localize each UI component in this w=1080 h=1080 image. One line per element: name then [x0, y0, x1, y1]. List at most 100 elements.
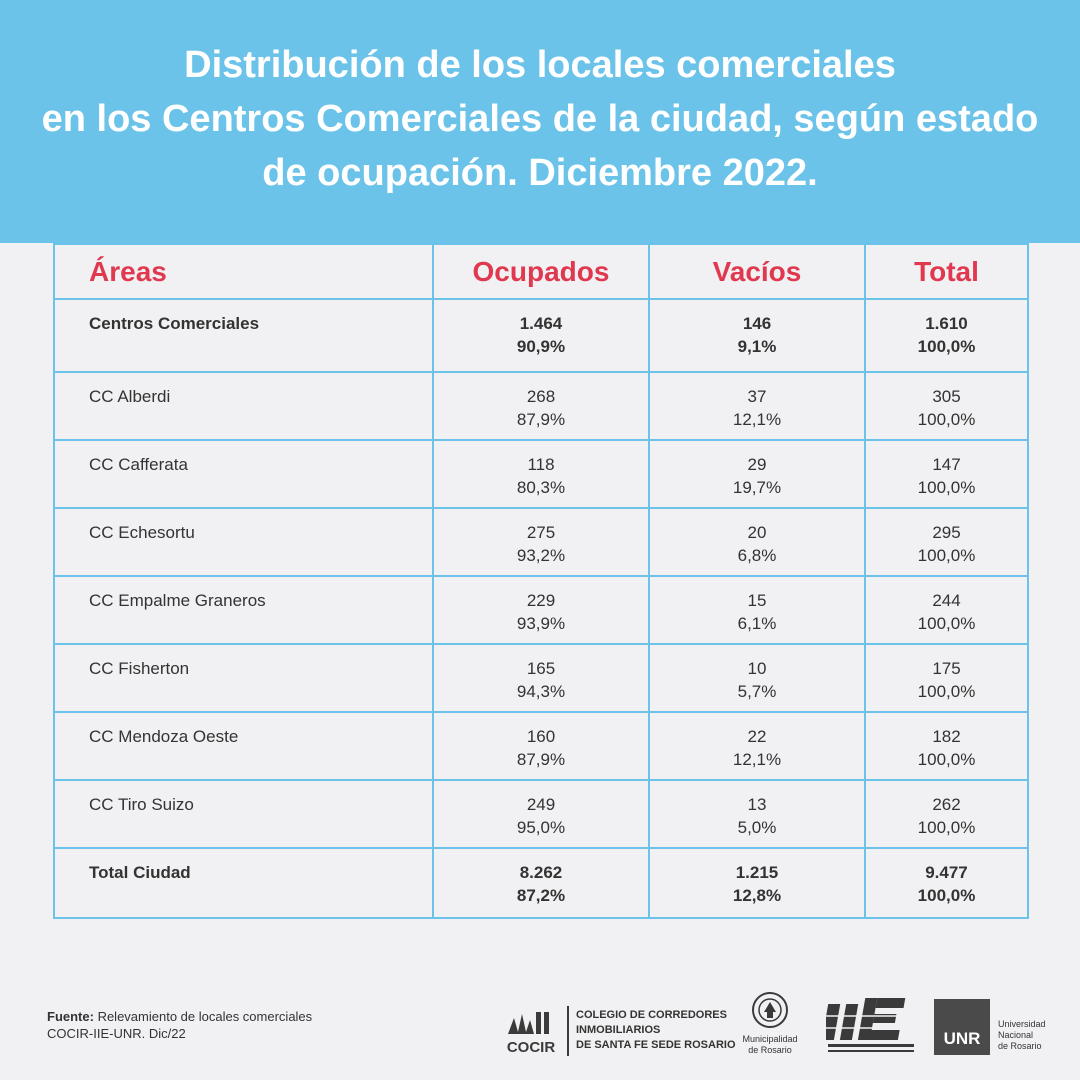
vacios-count: 13 — [747, 795, 767, 814]
area-name: CC Fisherton — [53, 643, 434, 713]
table-row: CC Alberdi 268 87,9% 37 12,1% 305 100,0% — [53, 371, 1029, 441]
ocupados-count: 275 — [526, 523, 556, 542]
vacios-count: 20 — [747, 523, 767, 542]
vacios-cell: 13 5,0% — [648, 779, 866, 849]
vacios-cell: 10 5,7% — [648, 643, 866, 713]
total-percent: 100,0% — [917, 410, 976, 429]
total-cell: 262 100,0% — [864, 779, 1029, 849]
ocupados-cell: 249 95,0% — [432, 779, 650, 849]
ocupados-percent: 87,9% — [516, 750, 566, 769]
ocupados-cell: 229 93,9% — [432, 575, 650, 645]
municipal-seal-icon — [752, 992, 788, 1028]
area-name: CC Tiro Suizo — [53, 779, 434, 849]
area-name: CC Empalme Graneros — [53, 575, 434, 645]
title-line-1: Distribución de los locales comerciales — [184, 43, 896, 86]
vacios-percent: 12,8% — [732, 886, 782, 905]
area-name: Centros Comerciales — [53, 298, 434, 373]
header-areas: Áreas — [53, 243, 434, 300]
ocupados-count: 268 — [526, 387, 556, 406]
table-row: CC Empalme Graneros 229 93,9% 15 6,1% 244 100,… — [53, 575, 1029, 645]
iie-logo — [821, 994, 918, 1056]
vacios-cell: 1.215 12,8% — [648, 847, 866, 919]
source-label: Fuente: — [47, 1009, 94, 1024]
area-name: CC Echesortu — [53, 507, 434, 577]
header-vacios: Vacíos — [648, 243, 866, 300]
total-cell: 305 100,0% — [864, 371, 1029, 441]
total-count: 305 — [932, 387, 961, 406]
ocupados-percent: 90,9% — [516, 337, 566, 356]
unr-logo: UNR — [934, 999, 990, 1055]
title-banner: Distribución de los locales comerciales … — [0, 0, 1080, 243]
ocupados-percent: 95,0% — [516, 818, 566, 837]
total-percent: 100,0% — [917, 750, 976, 769]
vacios-cell: 146 9,1% — [648, 298, 866, 373]
total-percent: 100,0% — [917, 682, 976, 701]
header-ocupados: Ocupados — [432, 243, 650, 300]
vacios-count: 146 — [742, 314, 772, 333]
vacios-count: 29 — [747, 455, 767, 474]
cocir-name: COLEGIO DE CORREDORES INMOBILIARIOS DE S… — [576, 1008, 736, 1053]
vacios-cell: 37 12,1% — [648, 371, 866, 441]
vacios-count: 22 — [747, 727, 767, 746]
ocupados-cell: 1.464 90,9% — [432, 298, 650, 373]
table-row: CC Cafferata 118 80,3% 29 19,7% 147 100,0% — [53, 439, 1029, 509]
total-cell: 1.610 100,0% — [864, 298, 1029, 373]
ocupados-percent: 80,3% — [516, 478, 566, 497]
vacios-percent: 6,8% — [737, 546, 777, 565]
muni-line-2: de Rosario — [748, 1045, 792, 1055]
total-percent: 100,0% — [917, 337, 976, 356]
title-line-2: en los Centros Comerciales de la ciudad,… — [41, 97, 1039, 140]
ocupados-cell: 118 80,3% — [432, 439, 650, 509]
vacios-percent: 19,7% — [732, 478, 782, 497]
cocir-divider — [567, 1006, 569, 1056]
total-count: 1.610 — [925, 314, 968, 333]
ocupados-count: 118 — [527, 455, 555, 474]
iie-emblem-icon — [821, 998, 916, 1052]
area-name: CC Cafferata — [53, 439, 434, 509]
ocupados-count: 249 — [526, 795, 556, 814]
cocir-line-2: INMOBILIARIOS — [576, 1024, 661, 1036]
ocupados-percent: 87,9% — [516, 410, 566, 429]
vacios-cell: 20 6,8% — [648, 507, 866, 577]
total-percent: 100,0% — [917, 614, 976, 633]
cocir-mark-text: COCIR — [507, 1039, 556, 1056]
vacios-count: 15 — [747, 591, 767, 610]
total-percent: 100,0% — [917, 546, 976, 565]
vacios-cell: 29 19,7% — [648, 439, 866, 509]
area-name: Total Ciudad — [53, 847, 434, 919]
ocupados-count: 1.464 — [519, 314, 563, 333]
total-cell: 295 100,0% — [864, 507, 1029, 577]
total-count: 182 — [932, 727, 961, 746]
muni-line-1: Municipalidad — [742, 1034, 798, 1044]
ocupados-count: 229 — [526, 591, 556, 610]
cocir-line-3: DE SANTA FE SEDE ROSARIO — [576, 1039, 736, 1051]
ocupados-cell: 275 93,2% — [432, 507, 650, 577]
ocupados-count: 8.262 — [519, 863, 563, 882]
area-name: CC Mendoza Oeste — [53, 711, 434, 781]
source-note: Fuente: Relevamiento de locales comercia… — [47, 1008, 312, 1042]
occupancy-table: Áreas Ocupados Vacíos Total Centros Come… — [53, 243, 1029, 919]
table-row: CC Echesortu 275 93,2% 20 6,8% 295 100,0% — [53, 507, 1029, 577]
vacios-percent: 6,1% — [737, 614, 777, 633]
table-row: CC Fisherton 165 94,3% 10 5,7% 175 100,0% — [53, 643, 1029, 713]
vacios-cell: 15 6,1% — [648, 575, 866, 645]
unr-name: Universidad Nacional de Rosario — [998, 1019, 1046, 1052]
vacios-count: 10 — [747, 659, 767, 678]
table-row: CC Tiro Suizo 249 95,0% 13 5,0% 262 100,0% — [53, 779, 1029, 849]
ocupados-count: 165 — [526, 659, 556, 678]
vacios-count: 1.215 — [735, 863, 779, 882]
cocir-line-1: COLEGIO DE CORREDORES — [576, 1009, 727, 1021]
total-percent: 100,0% — [917, 818, 976, 837]
table-row: Total Ciudad 8.262 87,2% 1.215 12,8% 9.477 100… — [53, 847, 1029, 919]
unr-line-1: Universidad — [998, 1019, 1046, 1029]
header-total: Total — [864, 243, 1029, 300]
ocupados-percent: 93,2% — [516, 546, 566, 565]
table-row: CC Mendoza Oeste 160 87,9% 22 12,1% 182 100,0% — [53, 711, 1029, 781]
total-cell: 175 100,0% — [864, 643, 1029, 713]
ocupados-cell: 268 87,9% — [432, 371, 650, 441]
total-count: 147 — [932, 455, 961, 474]
table-header-row: Áreas Ocupados Vacíos Total — [53, 243, 1029, 300]
municipalidad-name: Municipalidad de Rosario — [734, 1034, 806, 1056]
total-count: 244 — [932, 591, 961, 610]
total-cell: 147 100,0% — [864, 439, 1029, 509]
